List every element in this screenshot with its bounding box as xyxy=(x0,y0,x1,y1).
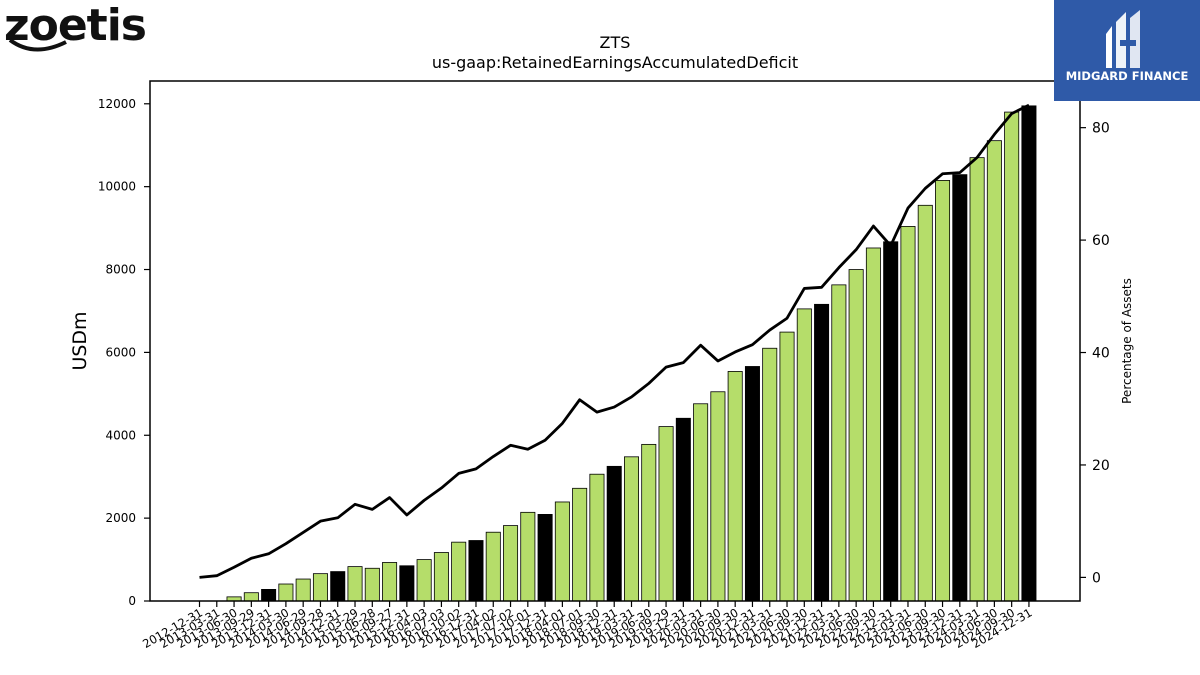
plot-frame xyxy=(149,80,1081,602)
bar xyxy=(641,443,657,602)
bar xyxy=(520,511,536,602)
bar xyxy=(883,241,899,602)
bar xyxy=(261,589,277,602)
y-tick-label: 10000 xyxy=(98,180,136,194)
bar xyxy=(278,583,294,602)
y-axis-ticks: 0 2000 4000 6000 8000 10000 12000 xyxy=(98,97,150,608)
bar xyxy=(710,391,726,602)
y2-tick-label: 40 xyxy=(1092,346,1110,362)
bar xyxy=(693,403,709,602)
bar xyxy=(312,573,328,602)
y-axis-label: USDm xyxy=(69,311,91,370)
chart-title: ZTS xyxy=(600,33,631,52)
y-tick-label: 12000 xyxy=(98,97,136,111)
bar xyxy=(399,565,415,602)
bar xyxy=(485,531,501,602)
bar xyxy=(675,417,691,602)
bar xyxy=(658,426,674,602)
bar xyxy=(364,567,380,602)
bar-series xyxy=(226,105,1037,602)
bar xyxy=(831,284,847,602)
y-tick-label: 6000 xyxy=(105,345,136,359)
bar xyxy=(382,562,398,602)
bar xyxy=(814,303,830,602)
bar xyxy=(762,347,778,602)
y2-tick-label: 0 xyxy=(1092,570,1101,586)
bar xyxy=(796,308,812,602)
bar xyxy=(744,366,760,602)
bar xyxy=(295,578,311,602)
bar xyxy=(468,540,484,602)
y-tick-label: 2000 xyxy=(105,511,136,525)
bar xyxy=(935,180,951,602)
y2-axis-label: Percentage of Assets xyxy=(1120,278,1134,404)
bar xyxy=(243,592,259,602)
midgard-emblem-icon xyxy=(1106,10,1140,68)
zoetis-logo: zoetis xyxy=(4,0,147,56)
zoetis-swoosh-icon xyxy=(8,38,67,52)
bar xyxy=(416,559,432,602)
y2-axis-ticks: 0 20 40 60 80 xyxy=(1080,121,1110,586)
y-tick-label: 0 xyxy=(128,594,136,608)
y2-tick-label: 80 xyxy=(1092,121,1110,137)
bar xyxy=(900,226,916,602)
chart-subtitle: us-gaap:RetainedEarningsAccumulatedDefic… xyxy=(432,53,798,72)
bar xyxy=(503,525,519,602)
bar xyxy=(572,487,588,602)
bar xyxy=(917,204,933,602)
bar xyxy=(451,541,467,602)
bar xyxy=(1004,111,1020,602)
midgard-finance-text: MIDGARD FINANCE xyxy=(1065,69,1189,83)
y-tick-label: 4000 xyxy=(105,428,136,442)
bar xyxy=(727,371,743,602)
bar xyxy=(554,501,570,602)
percentage-line xyxy=(199,103,1030,579)
bar xyxy=(624,456,640,602)
bar xyxy=(330,571,346,602)
bar xyxy=(848,269,864,602)
midgard-finance-logo: MIDGARD FINANCE xyxy=(1054,0,1200,101)
bar xyxy=(952,174,968,602)
bar xyxy=(779,331,795,602)
bar xyxy=(433,552,449,602)
bar xyxy=(537,514,553,602)
bar xyxy=(589,473,605,602)
bar xyxy=(1021,105,1037,602)
y2-tick-label: 20 xyxy=(1092,458,1110,474)
bar xyxy=(986,140,1002,602)
y-tick-label: 8000 xyxy=(105,263,136,277)
bar xyxy=(347,566,363,602)
x-axis-ticks: 2012-12-312013-03-312013-06-302013-09-29… xyxy=(140,601,1034,651)
bar xyxy=(606,465,622,602)
zoetis-logo-text: zoetis xyxy=(4,0,147,51)
bar xyxy=(969,157,985,602)
bar xyxy=(865,247,881,602)
y2-tick-label: 60 xyxy=(1092,233,1110,249)
